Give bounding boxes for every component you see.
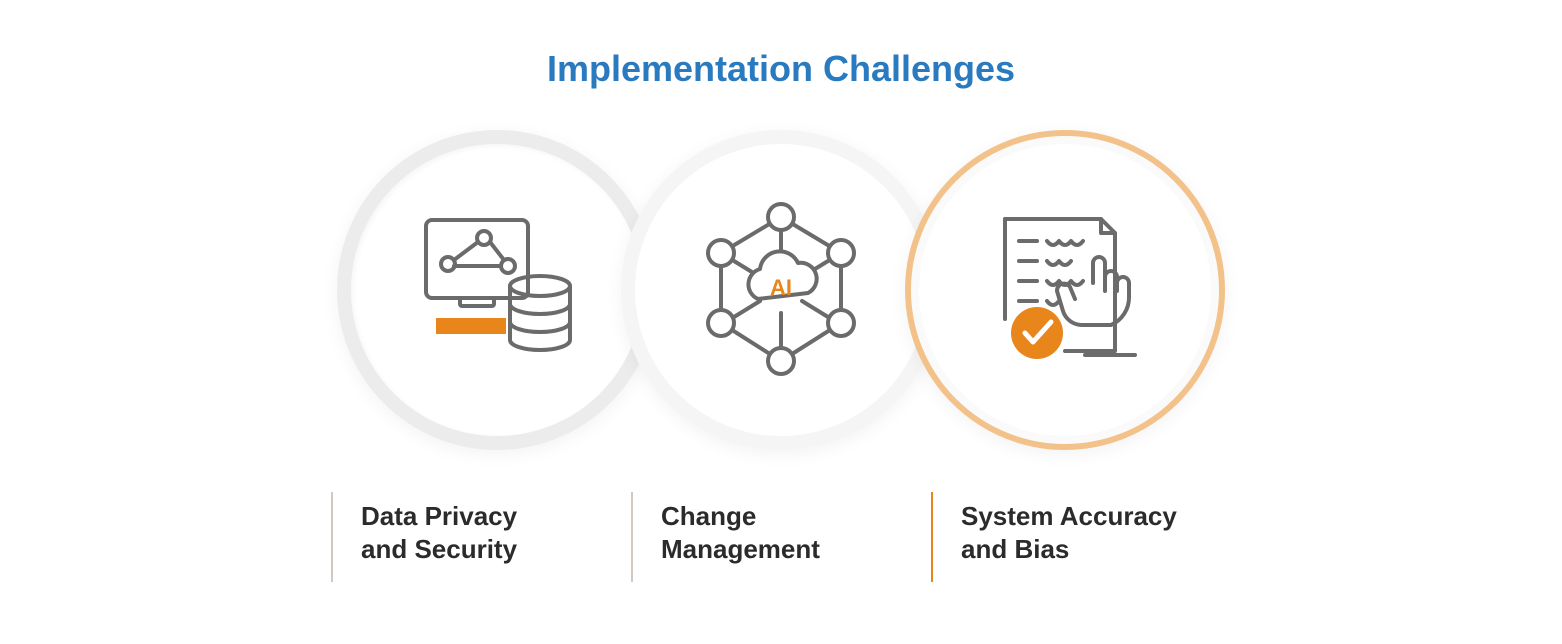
labels-row: Data Privacy and Security Change Managem… <box>331 500 1231 565</box>
label-data-privacy: Data Privacy and Security <box>331 500 631 565</box>
circle-change-management: AI <box>621 130 941 450</box>
database-screen-icon <box>337 130 657 450</box>
label-text: Data Privacy and Security <box>361 500 601 565</box>
circle-system-accuracy <box>905 130 1225 450</box>
ai-network-icon: AI <box>621 130 941 450</box>
label-text: Change Management <box>661 500 901 565</box>
label-change-management: Change Management <box>631 500 931 565</box>
circles-row: AI <box>337 130 1225 450</box>
label-system-accuracy: System Accuracy and Bias <box>931 500 1231 565</box>
checklist-hand-icon <box>905 130 1225 450</box>
label-text: System Accuracy and Bias <box>961 500 1201 565</box>
circle-data-privacy <box>337 130 657 450</box>
page-title: Implementation Challenges <box>547 48 1015 90</box>
ai-label: AI <box>770 275 792 300</box>
